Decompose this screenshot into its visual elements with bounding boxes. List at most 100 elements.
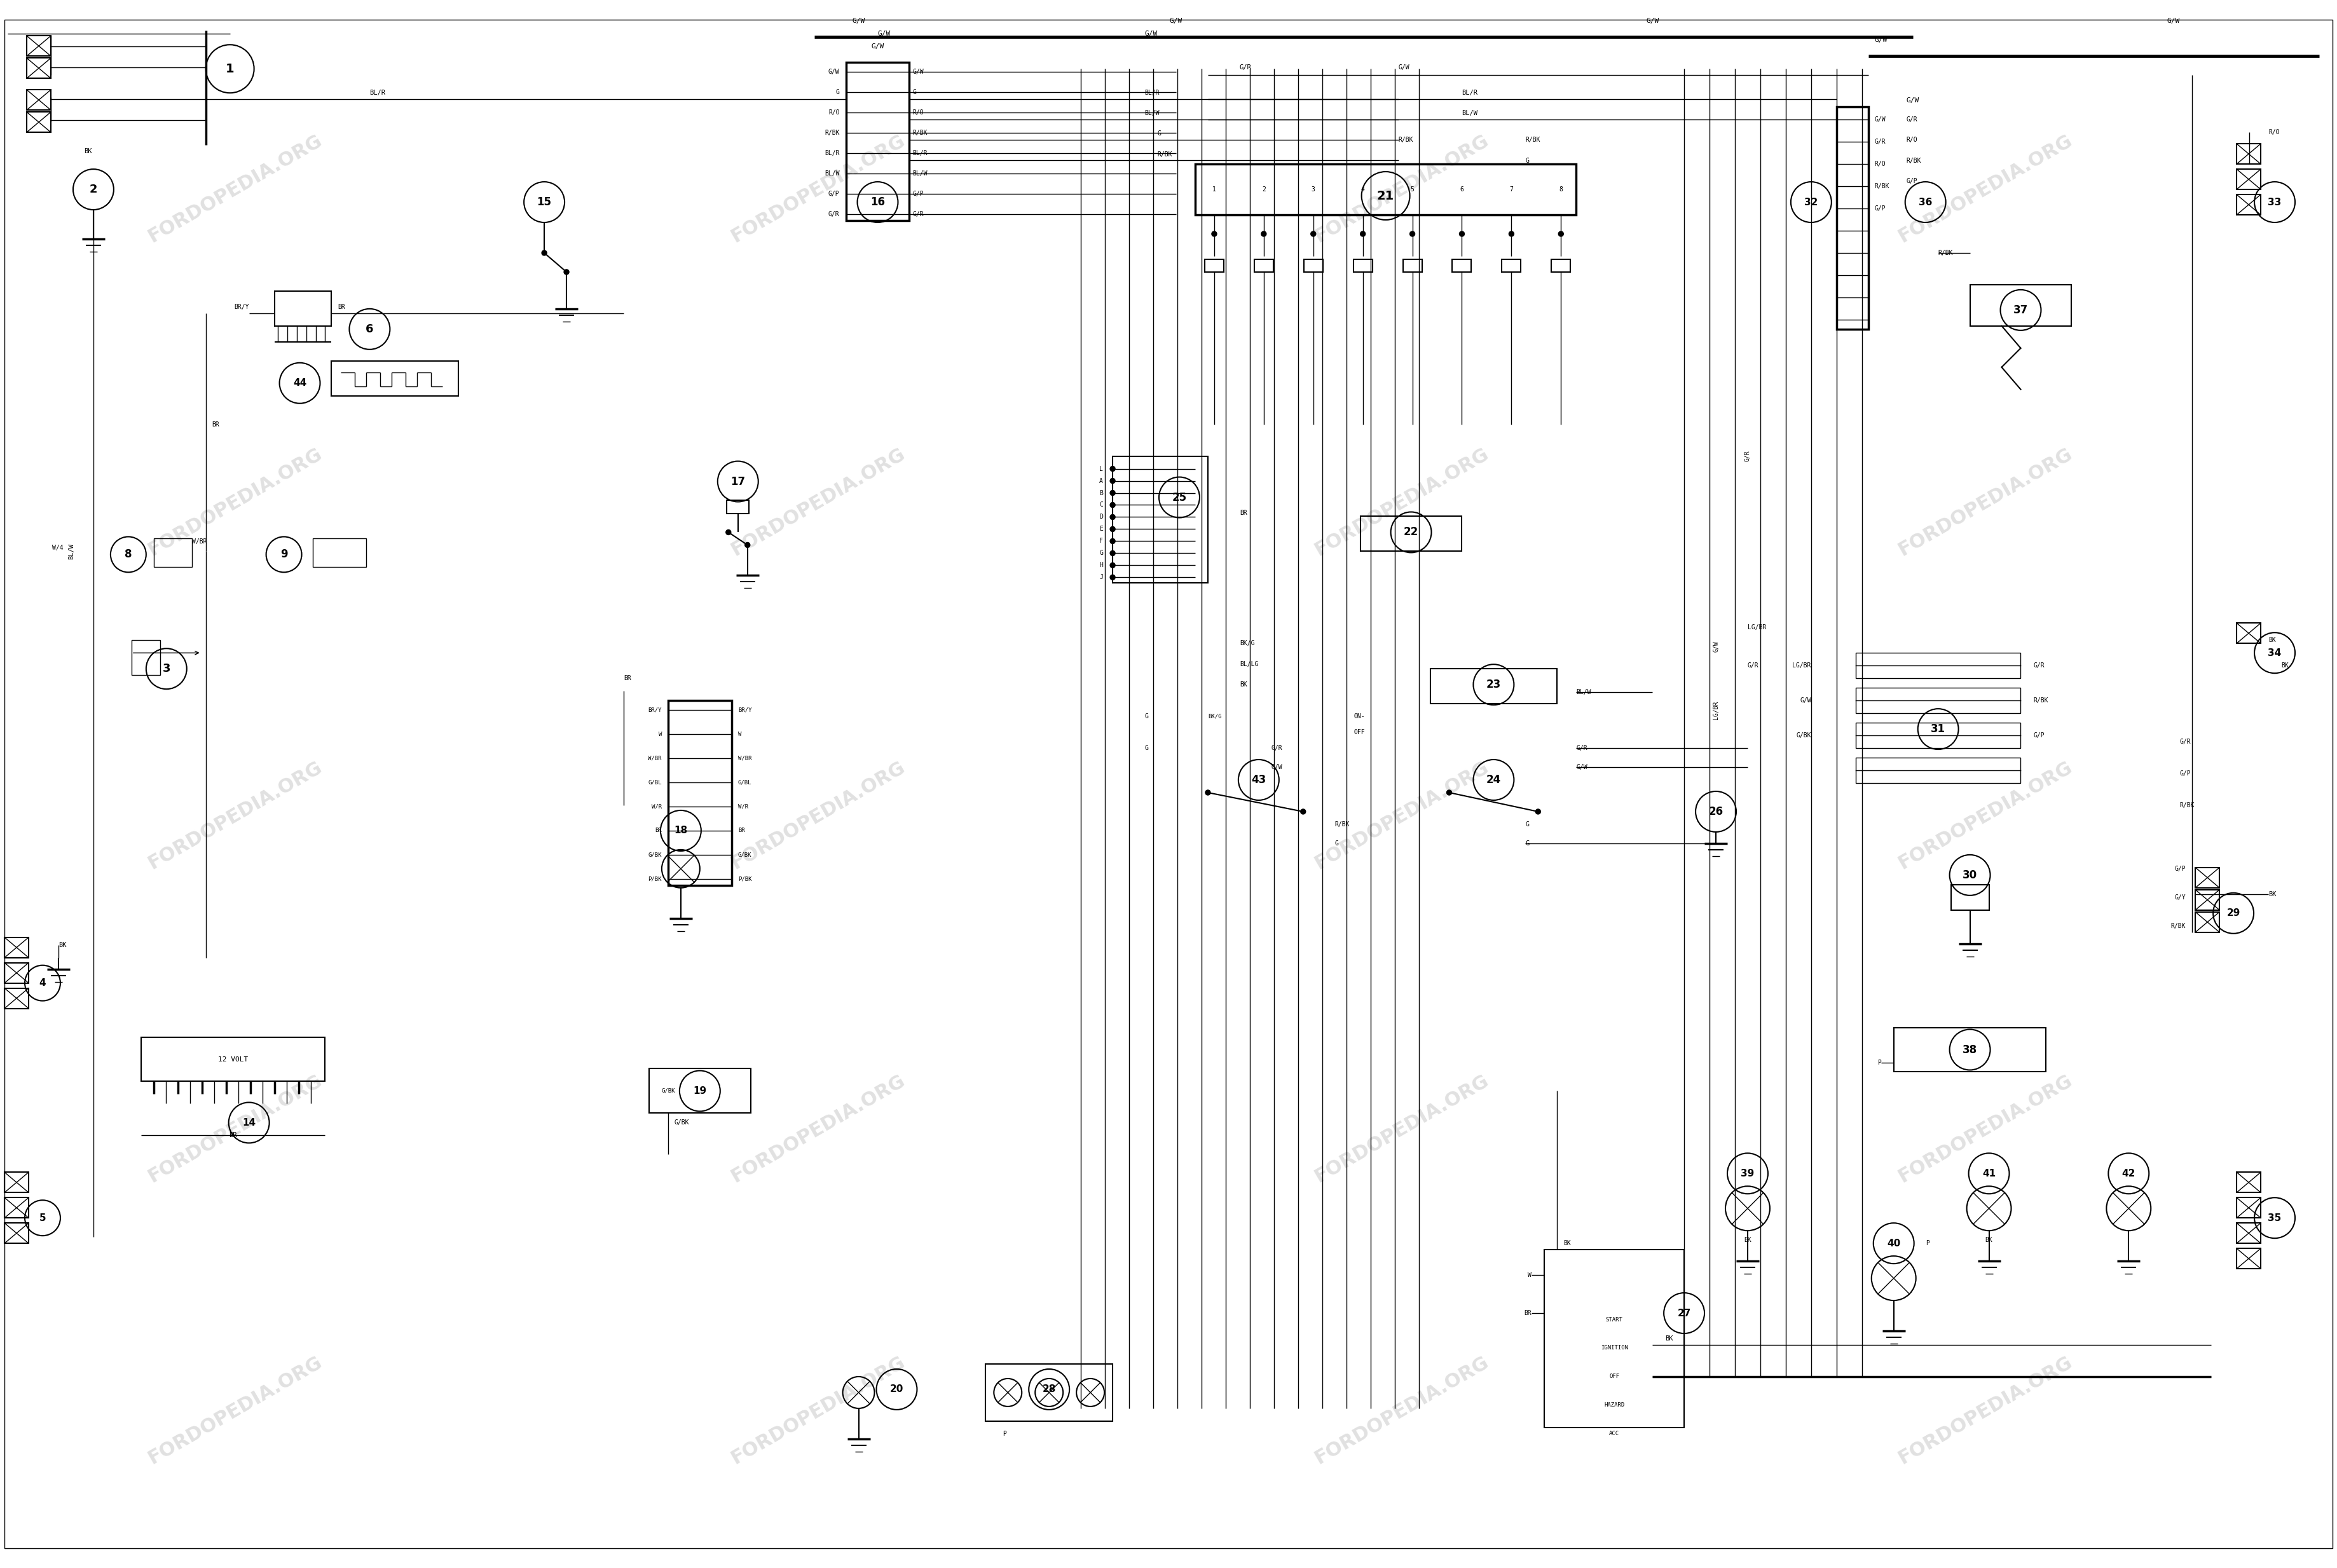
Text: FORDOPEDIA.ORG: FORDOPEDIA.ORG	[1895, 1353, 2075, 1468]
Text: FORDOPEDIA.ORG: FORDOPEDIA.ORG	[1311, 445, 1493, 560]
Text: 6: 6	[365, 323, 374, 336]
Text: BR: BR	[738, 828, 746, 834]
Text: R/BK: R/BK	[1874, 183, 1891, 190]
Text: G/W: G/W	[1575, 764, 1587, 770]
Circle shape	[1510, 232, 1514, 237]
Text: 34: 34	[2267, 648, 2281, 657]
Text: 25: 25	[1171, 492, 1187, 503]
Text: R/O: R/O	[1874, 162, 1886, 168]
Text: G/W: G/W	[2166, 17, 2180, 25]
Text: G/R: G/R	[2033, 662, 2045, 670]
Text: G/R: G/R	[1575, 745, 1587, 751]
Text: 14: 14	[243, 1118, 255, 1127]
Text: R/BK: R/BK	[1157, 152, 1173, 158]
Text: START: START	[1606, 1317, 1622, 1322]
Text: 27: 27	[1678, 1308, 1692, 1319]
Text: 3: 3	[164, 663, 171, 674]
Text: W/BR: W/BR	[192, 539, 206, 546]
Bar	[313, 539, 367, 568]
Text: R/BK: R/BK	[1334, 822, 1351, 828]
Text: G/BK: G/BK	[647, 851, 661, 858]
Bar	[154, 539, 192, 568]
Text: R/BK: R/BK	[2171, 922, 2185, 930]
Text: G/W: G/W	[872, 44, 883, 50]
Bar	[5, 988, 28, 1008]
Text: FORDOPEDIA.ORG: FORDOPEDIA.ORG	[1311, 757, 1493, 873]
Text: G/R: G/R	[1239, 64, 1253, 71]
Text: 16: 16	[869, 196, 886, 209]
Text: 23: 23	[1486, 679, 1500, 690]
Text: FORDOPEDIA.ORG: FORDOPEDIA.ORG	[729, 132, 909, 246]
Bar	[5, 963, 28, 983]
Text: R/BK: R/BK	[1398, 136, 1414, 143]
Bar	[1552, 259, 1570, 271]
Text: G: G	[1526, 822, 1528, 828]
Text: G/W: G/W	[1171, 17, 1183, 25]
Text: R/BK: R/BK	[1907, 158, 1921, 165]
Text: BK: BK	[1743, 1237, 1750, 1243]
Text: LG/BR: LG/BR	[1713, 701, 1720, 720]
Text: BL/W: BL/W	[911, 171, 928, 177]
Bar	[2237, 1248, 2260, 1269]
Bar	[1360, 516, 1463, 552]
Bar	[332, 361, 458, 395]
Text: BL/R: BL/R	[825, 151, 839, 157]
Text: 29: 29	[2227, 908, 2241, 917]
Text: 17: 17	[731, 475, 746, 488]
Text: G/P: G/P	[911, 191, 923, 198]
Text: FORDOPEDIA.ORG: FORDOPEDIA.ORG	[1311, 1071, 1493, 1185]
Bar	[5, 1198, 28, 1218]
Text: G: G	[1526, 840, 1528, 847]
Text: BR: BR	[1524, 1309, 1531, 1317]
Text: BL/W: BL/W	[825, 171, 839, 177]
Bar	[2237, 1223, 2260, 1243]
Circle shape	[1559, 232, 1563, 237]
Circle shape	[1110, 539, 1115, 544]
Text: 1: 1	[227, 63, 234, 75]
Circle shape	[542, 251, 547, 256]
Text: 19: 19	[694, 1087, 706, 1096]
Text: BL/R: BL/R	[369, 89, 386, 96]
Text: BK/G: BK/G	[1208, 713, 1222, 720]
Bar	[1545, 1250, 1685, 1427]
Text: FORDOPEDIA.ORG: FORDOPEDIA.ORG	[729, 1071, 909, 1185]
Text: FORDOPEDIA.ORG: FORDOPEDIA.ORG	[145, 1071, 325, 1185]
Circle shape	[563, 270, 568, 274]
Text: 3: 3	[1311, 187, 1316, 193]
Text: 2: 2	[1262, 187, 1267, 193]
Bar	[1951, 884, 1989, 909]
Text: G/Y: G/Y	[2176, 894, 2185, 900]
Text: BK: BK	[84, 147, 91, 155]
Text: FORDOPEDIA.ORG: FORDOPEDIA.ORG	[729, 757, 909, 873]
Bar	[1451, 259, 1472, 271]
Text: G/R: G/R	[1748, 662, 1760, 670]
Bar	[1893, 1027, 2047, 1073]
Bar	[5, 1223, 28, 1243]
Text: G: G	[1098, 550, 1103, 557]
Text: LG/BR: LG/BR	[1748, 624, 1767, 630]
Text: W/BR: W/BR	[647, 756, 661, 760]
Bar	[727, 500, 750, 514]
Circle shape	[1110, 502, 1115, 508]
Circle shape	[1302, 809, 1306, 814]
Text: 4: 4	[1360, 187, 1365, 193]
Text: 1: 1	[1213, 187, 1215, 193]
Bar	[5, 938, 28, 958]
Bar	[1837, 107, 1867, 329]
Bar	[131, 640, 159, 676]
Text: P: P	[1003, 1430, 1007, 1436]
Text: FORDOPEDIA.ORG: FORDOPEDIA.ORG	[1895, 757, 2075, 873]
Text: 28: 28	[1042, 1385, 1056, 1394]
Text: G: G	[911, 89, 916, 96]
Bar	[650, 1069, 750, 1113]
Circle shape	[1110, 514, 1115, 519]
Text: 24: 24	[1486, 775, 1500, 786]
Text: BR: BR	[339, 304, 346, 310]
Bar	[1430, 670, 1556, 704]
Circle shape	[1110, 575, 1115, 580]
Text: BK/G: BK/G	[1239, 640, 1255, 646]
Text: R/O: R/O	[1907, 136, 1919, 143]
Bar	[2237, 194, 2260, 215]
Bar	[986, 1364, 1112, 1421]
Text: G/R: G/R	[1271, 745, 1283, 751]
